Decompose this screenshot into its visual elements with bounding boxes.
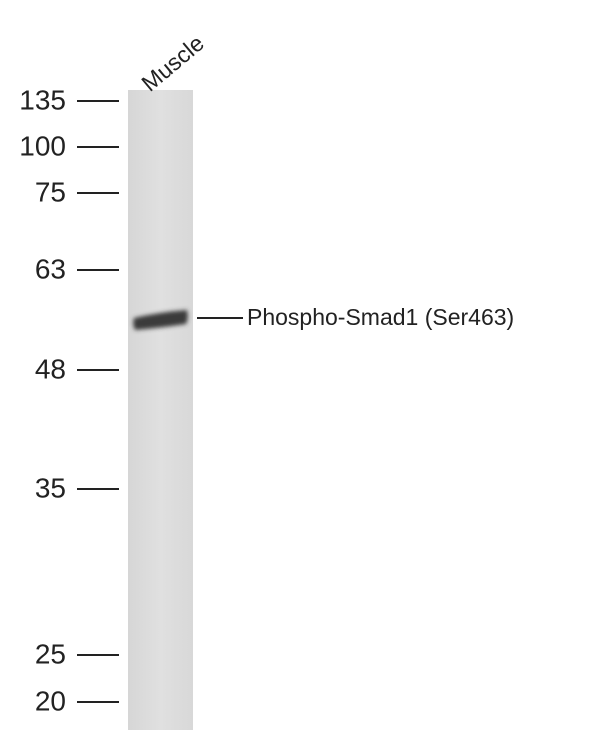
band-label: Phospho-Smad1 (Ser463) bbox=[247, 304, 514, 330]
blot-figure: Muscle Phospho-Smad1 (Ser463) 135 100 75 63… bbox=[0, 0, 594, 730]
marker-label: 75 bbox=[35, 176, 66, 207]
blot-lane bbox=[128, 90, 193, 730]
marker-label: 48 bbox=[35, 353, 66, 384]
marker-label: 100 bbox=[19, 130, 66, 161]
page: Muscle Phospho-Smad1 (Ser463) 135 100 75 63… bbox=[0, 0, 594, 730]
marker-label: 135 bbox=[19, 84, 66, 115]
marker-label: 25 bbox=[35, 638, 66, 669]
marker-ladder: 135 100 75 63 48 35 25 20 bbox=[19, 84, 119, 716]
marker-label: 20 bbox=[35, 685, 66, 716]
marker-label: 63 bbox=[35, 253, 66, 284]
lane-label: Muscle bbox=[136, 30, 209, 97]
marker-label: 35 bbox=[35, 472, 66, 503]
